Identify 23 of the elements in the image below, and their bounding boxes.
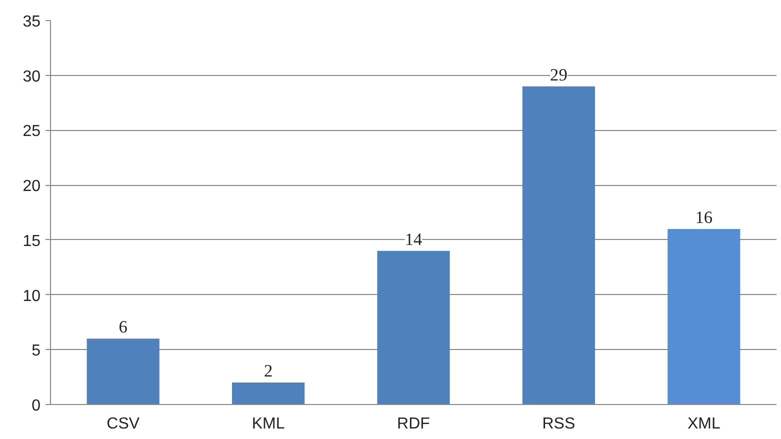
bar <box>232 382 305 404</box>
bar <box>86 338 160 404</box>
y-tick-label: 10 <box>22 288 41 305</box>
data-label: 2 <box>264 362 273 381</box>
x-tick-label: XML <box>687 416 720 432</box>
bar <box>377 250 450 404</box>
y-tick-label: 20 <box>22 178 41 196</box>
y-tick-label: 30 <box>22 68 41 86</box>
x-tick-label: RSS <box>542 416 576 432</box>
bar <box>668 228 740 404</box>
bar <box>522 86 595 404</box>
x-tick-label: RDF <box>397 416 430 432</box>
y-tick-label: 15 <box>22 232 41 250</box>
data-label: 29 <box>550 65 568 84</box>
y-tick-label: 5 <box>32 342 41 360</box>
data-label: 14 <box>404 230 422 249</box>
y-tick-label: 0 <box>32 398 41 414</box>
data-label: 16 <box>695 208 713 227</box>
data-label: 6 <box>118 318 128 337</box>
x-tick-label: KML <box>252 416 285 432</box>
y-tick-label: 25 <box>22 123 41 140</box>
x-tick-label: CSV <box>106 416 140 432</box>
y-tick-label: 35 <box>22 14 41 30</box>
